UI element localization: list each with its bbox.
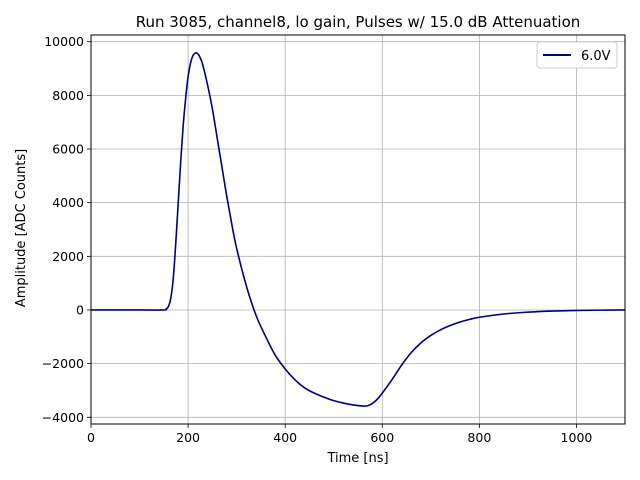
- y-tick-label: 10000: [44, 34, 84, 49]
- series-layer: [91, 52, 626, 407]
- series-line-6v: [91, 52, 626, 407]
- x-axis: 0 200 400 600 800 1000: [87, 424, 592, 445]
- y-tick-label: −2000: [42, 356, 84, 371]
- x-tick-label: 200: [176, 430, 200, 445]
- y-tick-label: −4000: [42, 410, 84, 425]
- y-tick-label: 0: [76, 302, 84, 317]
- legend: 6.0V: [536, 41, 618, 69]
- grid-lines: [90, 35, 625, 424]
- y-axis-label: Amplitude [ADC Counts]: [14, 149, 29, 307]
- y-tick-label: 2000: [52, 249, 84, 264]
- x-tick-label: 600: [370, 430, 394, 445]
- x-axis-label: Time [ns]: [326, 451, 388, 466]
- y-tick-label: 8000: [52, 88, 84, 103]
- plot-frame: [90, 34, 626, 425]
- legend-box: [536, 41, 618, 69]
- x-tick-label: 0: [87, 430, 95, 445]
- plot-area: [91, 35, 625, 424]
- x-tick-label: 400: [273, 430, 297, 445]
- x-tick-label: 800: [467, 430, 491, 445]
- x-tick-label: 1000: [561, 430, 593, 445]
- y-axis: −4000 −2000 0 2000 4000 6000 8000 10000: [42, 34, 91, 425]
- y-tick-label: 4000: [52, 195, 84, 210]
- chart-title: Run 3085, channel8, lo gain, Pulses w/ 1…: [136, 13, 581, 31]
- legend-label-6v: 6.0V: [581, 49, 611, 64]
- y-tick-label: 6000: [52, 142, 84, 157]
